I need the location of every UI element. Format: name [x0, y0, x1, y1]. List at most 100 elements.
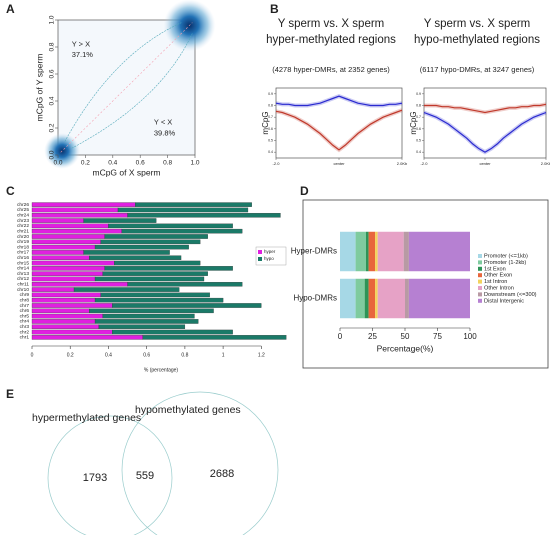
- bar-segment: [403, 231, 409, 272]
- category-label: chr4: [20, 319, 30, 325]
- legend-label: Promoter (1-2kb): [484, 260, 526, 266]
- y-tick-label: 0.6: [49, 69, 56, 78]
- bar-segment: [98, 324, 186, 330]
- category-label: chr3: [20, 324, 30, 330]
- bar-segment: [94, 297, 224, 303]
- x-tick-label: 0.4: [105, 352, 112, 358]
- bar-segment: [364, 278, 369, 319]
- category-label: chr19: [17, 239, 29, 245]
- line-series: [424, 103, 547, 114]
- venn-set: [121, 391, 279, 535]
- category-label: chr26: [17, 202, 29, 208]
- set-label: hypermethylated genes: [32, 412, 141, 424]
- category-label: chr23: [17, 218, 29, 224]
- y-tick-label: 0.5: [416, 138, 421, 142]
- category-label: chr18: [17, 244, 29, 250]
- chart-title: hypo-methylated regions: [414, 34, 540, 46]
- panel-label: B: [270, 2, 279, 16]
- bar-segment: [368, 278, 376, 319]
- bar-segment: [31, 324, 100, 330]
- category-label: chr1: [20, 335, 30, 341]
- y-tick-label: 0.4: [49, 96, 56, 105]
- x-tick-label: 2.0Kb: [541, 161, 550, 166]
- category-label: chr13: [17, 271, 29, 277]
- set-label: hypomethylated genes: [135, 404, 241, 416]
- bar-segment: [127, 212, 281, 218]
- x-tick-label: 75: [433, 332, 442, 341]
- bar-segment: [31, 239, 101, 245]
- category-label: chr11: [17, 282, 29, 288]
- diagonal: [60, 22, 193, 153]
- y-axis-label: mCpG: [261, 111, 270, 134]
- legend-swatch: [478, 279, 482, 284]
- bar-segment: [31, 271, 103, 276]
- x-tick-label: 1: [222, 352, 225, 358]
- category-label: chr2: [20, 329, 30, 335]
- y-tick-label: 1.0: [49, 15, 56, 24]
- legend-swatch: [478, 298, 482, 303]
- contour: [64, 22, 182, 142]
- x-tick-label: 0: [338, 332, 343, 341]
- x-tick-label: 50: [401, 332, 410, 341]
- x-tick-label: 0.2: [67, 352, 74, 358]
- x-tick-label: 0.6: [136, 160, 145, 167]
- bar-segment: [31, 250, 84, 255]
- bar-segment: [408, 231, 470, 272]
- category-label: chr9: [20, 292, 30, 298]
- bar-segment: [142, 335, 287, 340]
- category-label: chr25: [17, 207, 29, 213]
- bar-segment: [114, 260, 201, 266]
- bar-segment: [31, 255, 90, 261]
- bar-segment: [31, 218, 84, 223]
- bar-segment: [73, 287, 180, 292]
- chart-title: Y sperm vs. X sperm: [278, 18, 385, 30]
- panel-label: D: [300, 184, 309, 198]
- panel-label: E: [6, 387, 14, 401]
- line-series: [275, 109, 403, 151]
- legend-swatch: [478, 273, 482, 278]
- category-label: chr5: [20, 313, 30, 319]
- legend-label: Distal Intergenic: [484, 298, 524, 304]
- x-tick-label: 1.2: [258, 352, 265, 358]
- region-count: 1793: [83, 472, 107, 484]
- x-tick-label: -2.0: [273, 161, 281, 166]
- category-label: chr15: [17, 260, 29, 266]
- y-axis-label: mCpG of Y sperm: [34, 54, 44, 122]
- x-tick-label: 0.0: [53, 160, 62, 167]
- category-label: chr17: [17, 250, 29, 256]
- y-axis-label: mCpG: [409, 111, 418, 134]
- bar-segment: [83, 218, 157, 223]
- annotation: Y > X: [72, 39, 90, 48]
- panel-label: A: [6, 2, 15, 16]
- bar-segment: [104, 234, 208, 239]
- bar-segment: [31, 266, 105, 271]
- bar-segment: [135, 202, 252, 207]
- legend-label: Downstream (<=300): [484, 292, 537, 298]
- contour: [71, 33, 193, 149]
- bar-segment: [31, 276, 96, 282]
- category-label: chr12: [17, 276, 29, 282]
- bar-segment: [117, 207, 249, 213]
- category-label: chr20: [17, 234, 29, 240]
- x-tick-label: 100: [463, 332, 477, 341]
- bar-segment: [355, 231, 366, 272]
- legend-label: hyper: [264, 249, 276, 254]
- y-tick-label: 0.0: [49, 150, 56, 159]
- bar-segment: [31, 335, 143, 340]
- category-label: chr6: [20, 308, 30, 314]
- bar-segment: [31, 234, 105, 239]
- legend-label: Promoter (<=1kb): [484, 253, 528, 259]
- panel-label: C: [6, 184, 15, 198]
- venn-set: [47, 415, 173, 535]
- bar-segment: [94, 319, 199, 324]
- y-tick-label: 0.6: [268, 127, 273, 131]
- legend-swatch: [478, 292, 482, 297]
- bar-segment: [89, 255, 182, 261]
- legend-swatch: [478, 286, 482, 290]
- y-tick-label: 0.9: [268, 92, 273, 96]
- bar-segment: [408, 278, 470, 319]
- bar-segment: [405, 278, 409, 319]
- x-tick-label: 0.4: [108, 160, 117, 167]
- bar-segment: [31, 329, 113, 335]
- bar-segment: [366, 231, 369, 272]
